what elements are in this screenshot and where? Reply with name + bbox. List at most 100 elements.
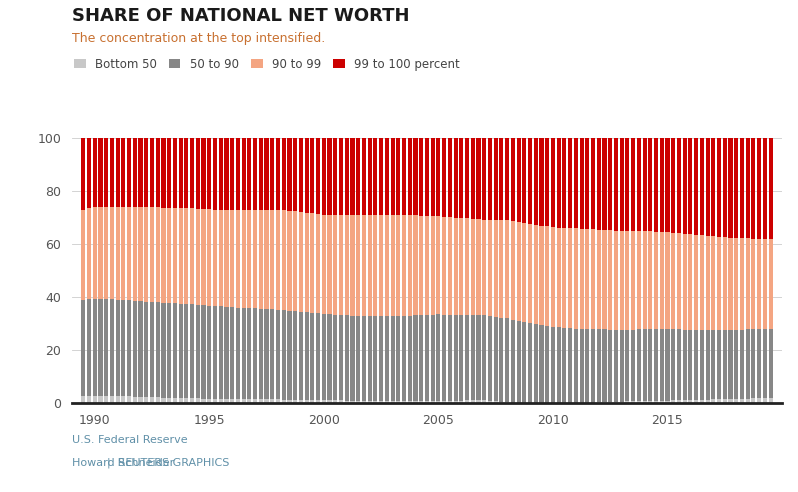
Bar [619, 138, 624, 231]
Bar [585, 229, 590, 329]
Bar [121, 300, 125, 396]
Bar [442, 314, 446, 400]
Bar [242, 399, 246, 403]
Bar [671, 138, 675, 233]
Bar [768, 239, 772, 329]
Bar [305, 213, 309, 312]
Bar [608, 402, 612, 403]
Bar [425, 138, 429, 215]
Bar [356, 215, 360, 316]
Bar [339, 315, 343, 400]
Bar [545, 138, 549, 226]
Bar [705, 400, 709, 403]
Bar [488, 138, 492, 220]
Bar [631, 330, 635, 401]
Bar [350, 400, 354, 403]
Bar [139, 397, 143, 403]
Bar [528, 323, 532, 405]
Bar [408, 215, 412, 315]
Bar [608, 230, 612, 330]
Bar [729, 138, 733, 238]
Bar [745, 330, 750, 399]
Bar [448, 217, 452, 315]
Bar [551, 403, 555, 404]
Bar [568, 138, 572, 228]
Bar [700, 400, 704, 403]
Bar [310, 312, 314, 400]
Bar [425, 315, 429, 401]
Bar [350, 316, 354, 400]
Bar [568, 228, 572, 328]
Bar [87, 299, 91, 396]
Bar [602, 402, 606, 403]
Bar [264, 400, 269, 403]
Bar [597, 230, 601, 329]
Bar [431, 401, 435, 403]
Bar [471, 315, 475, 400]
Bar [247, 399, 251, 403]
Bar [711, 138, 715, 236]
Bar [626, 231, 630, 330]
Bar [219, 210, 223, 307]
Bar [602, 330, 606, 402]
Bar [271, 400, 275, 403]
Bar [619, 401, 624, 403]
Bar [167, 303, 172, 398]
Bar [579, 329, 583, 403]
Bar [184, 138, 188, 208]
Bar [299, 212, 303, 311]
Bar [253, 138, 257, 210]
Bar [626, 138, 630, 231]
Bar [488, 220, 492, 316]
Bar [293, 212, 298, 311]
Bar [167, 398, 172, 403]
Bar [494, 317, 498, 401]
Bar [179, 304, 183, 398]
Bar [247, 138, 251, 210]
Bar [299, 400, 303, 403]
Bar [591, 402, 595, 403]
Bar [276, 400, 280, 403]
Bar [419, 138, 423, 215]
Bar [516, 222, 520, 321]
Bar [631, 138, 635, 231]
Bar [648, 329, 653, 401]
Bar [81, 396, 85, 403]
Bar [556, 138, 561, 228]
Bar [230, 210, 235, 308]
Bar [551, 138, 555, 227]
Bar [156, 208, 160, 303]
Bar [81, 210, 85, 300]
Bar [476, 400, 480, 403]
Bar [500, 220, 504, 318]
Bar [132, 138, 137, 207]
Bar [219, 399, 223, 403]
Bar [316, 138, 320, 214]
Bar [591, 329, 595, 402]
Bar [93, 138, 97, 207]
Bar [236, 210, 240, 308]
Bar [127, 397, 131, 403]
Bar [413, 215, 417, 315]
Bar [87, 138, 91, 209]
Bar [98, 396, 102, 403]
Bar [522, 322, 527, 404]
Bar [763, 398, 767, 403]
Bar [139, 138, 143, 207]
Text: |  REUTERS GRAPHICS: | REUTERS GRAPHICS [72, 458, 229, 468]
Bar [224, 307, 228, 399]
Bar [723, 237, 727, 330]
Bar [213, 399, 217, 403]
Bar [271, 210, 275, 309]
Bar [402, 401, 406, 403]
Bar [425, 215, 429, 315]
Bar [390, 316, 395, 401]
Bar [196, 305, 200, 399]
Bar [184, 208, 188, 304]
Bar [757, 398, 761, 403]
Bar [173, 138, 177, 208]
Bar [397, 401, 401, 403]
Bar [505, 220, 509, 318]
Bar [740, 330, 744, 399]
Bar [597, 329, 601, 402]
